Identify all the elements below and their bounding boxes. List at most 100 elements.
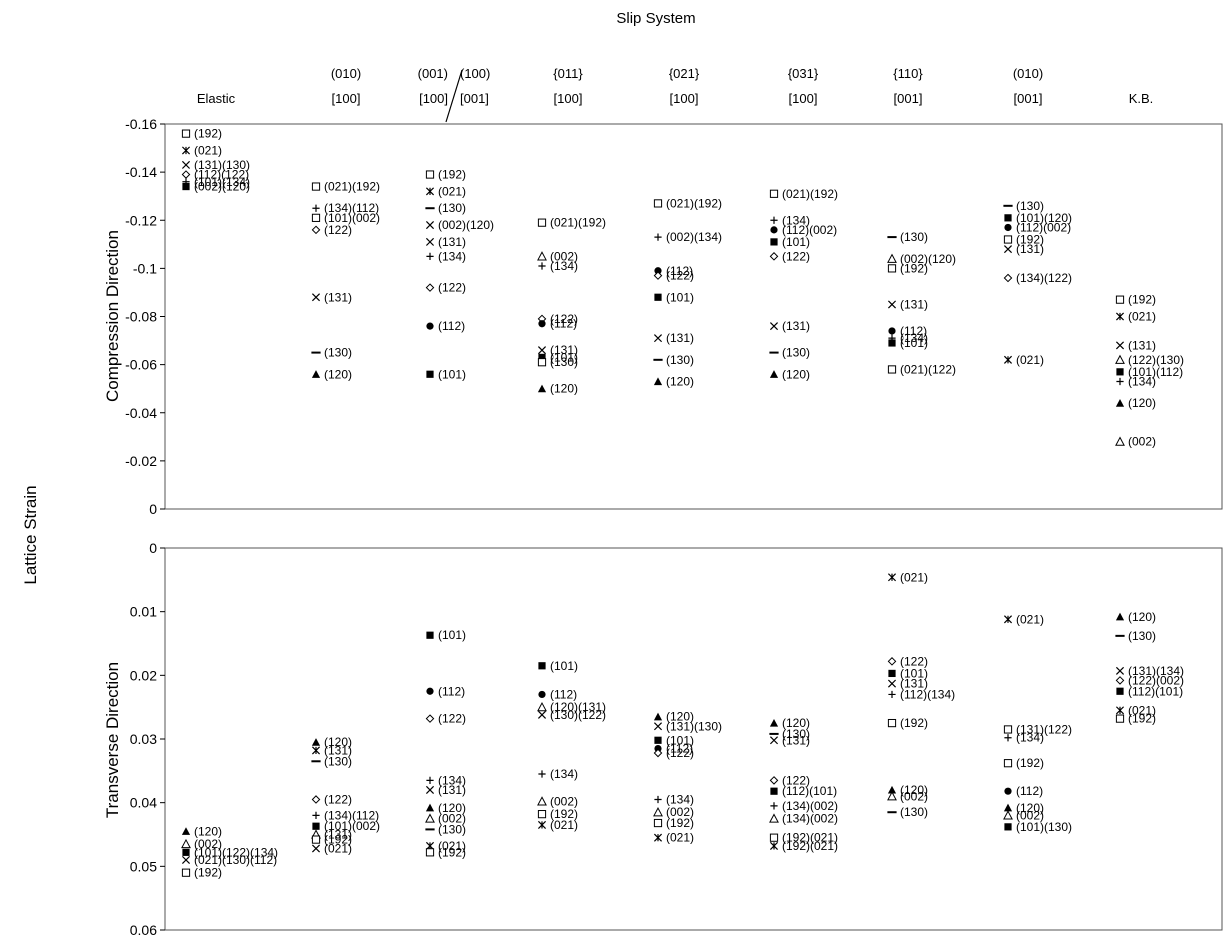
point-marker-triangle bbox=[1115, 612, 1125, 621]
point-label: (112) bbox=[666, 742, 693, 756]
point-marker-filledsquare bbox=[1004, 823, 1012, 831]
point-label: (002) bbox=[1128, 435, 1156, 449]
point-label: (130) bbox=[782, 727, 810, 741]
point-marker-x bbox=[311, 293, 321, 302]
point-label: (122) bbox=[666, 746, 694, 760]
point-marker-square bbox=[769, 189, 779, 198]
point-marker-square bbox=[1003, 725, 1013, 734]
point-marker-triangle bbox=[887, 785, 897, 794]
column-header-line2: [100] bbox=[554, 91, 583, 106]
point-label: (021)(192) bbox=[324, 180, 380, 194]
point-marker-filledsquare bbox=[1004, 214, 1012, 222]
point-label: (130) bbox=[324, 346, 352, 360]
y-axis-label: Lattice Strain bbox=[21, 485, 40, 584]
point-label: (122) bbox=[782, 249, 810, 263]
point-label: (134) bbox=[550, 259, 578, 273]
point-label: (134) bbox=[900, 331, 928, 345]
point-label: (101)(112) bbox=[1128, 365, 1183, 379]
point-label: (134)(122) bbox=[1016, 271, 1072, 285]
point-label: (120)(131) bbox=[550, 700, 606, 714]
point-marker-plus bbox=[312, 811, 320, 819]
point-label: (021) bbox=[550, 818, 578, 832]
point-marker-star bbox=[1003, 355, 1013, 364]
point-label: (131) bbox=[438, 235, 466, 249]
point-marker-plus bbox=[770, 802, 778, 810]
point-marker-filledsquare bbox=[770, 787, 778, 795]
point-label: (131) bbox=[782, 319, 810, 333]
point-marker-opentriangle bbox=[1115, 436, 1125, 446]
point-label: (101) bbox=[438, 628, 466, 642]
point-marker-diamond bbox=[181, 170, 191, 179]
point-marker-diamond bbox=[769, 776, 779, 785]
point-label: (130) bbox=[900, 805, 928, 819]
point-label: (002)(120) bbox=[194, 180, 250, 194]
point-label: (002) bbox=[438, 812, 466, 826]
point-label: (134) bbox=[438, 773, 466, 787]
point-marker-x bbox=[887, 679, 897, 688]
point-label: (192) bbox=[194, 866, 222, 880]
point-marker-diamond bbox=[887, 657, 897, 666]
point-label: (112) bbox=[666, 264, 693, 278]
point-label: (021)(130)(112) bbox=[194, 853, 277, 867]
point-label: (130) bbox=[324, 754, 352, 768]
panel-y-label: Transverse Direction bbox=[103, 662, 122, 818]
point-marker-star bbox=[1115, 312, 1125, 321]
point-label: (134)(112) bbox=[324, 201, 379, 215]
point-label: (122) bbox=[782, 773, 810, 787]
point-marker-x bbox=[769, 736, 779, 745]
point-marker-opentriangle bbox=[537, 796, 547, 806]
y-tick-label: 0 bbox=[149, 501, 157, 517]
point-marker-circle bbox=[654, 267, 662, 275]
column-header-line2: [100] bbox=[789, 91, 818, 106]
point-label: (131) bbox=[666, 331, 694, 345]
point-label: (192)(021) bbox=[782, 839, 838, 853]
point-marker-x bbox=[769, 322, 779, 331]
column-divider-slash bbox=[445, 69, 463, 123]
point-marker-square bbox=[311, 182, 321, 191]
point-label: (101)(122)(134) bbox=[194, 845, 278, 859]
point-label: (134)(112) bbox=[324, 808, 379, 822]
point-marker-circle bbox=[1004, 223, 1012, 232]
point-marker-diamond bbox=[311, 795, 321, 804]
point-marker-opentriangle bbox=[425, 813, 435, 823]
point-marker-circle bbox=[426, 322, 434, 330]
column-header-line2: Elastic bbox=[197, 91, 236, 106]
point-marker-square bbox=[425, 848, 435, 857]
point-label: (131) bbox=[550, 343, 578, 357]
point-label: (101)(002) bbox=[324, 211, 380, 225]
point-marker-x bbox=[653, 334, 663, 343]
point-marker-triangle bbox=[653, 712, 663, 721]
point-label: (122) bbox=[438, 281, 466, 295]
point-label: (021)(122) bbox=[900, 362, 956, 376]
point-marker-plus bbox=[654, 795, 662, 804]
point-marker-plus bbox=[312, 204, 320, 212]
column-header-line1: (100) bbox=[460, 66, 490, 81]
point-label: (192) bbox=[1128, 712, 1156, 726]
point-marker-plus bbox=[538, 770, 546, 778]
point-label: (002)(120) bbox=[900, 252, 956, 266]
point-marker-star bbox=[1003, 615, 1013, 624]
point-label: (131) bbox=[324, 828, 352, 842]
column-header-line2: [100] bbox=[419, 91, 448, 106]
point-label: (021) bbox=[438, 839, 466, 853]
point-marker-opentriangle bbox=[653, 807, 663, 817]
column-header-line2: [100] bbox=[670, 91, 699, 106]
point-marker-star bbox=[425, 187, 435, 196]
header-divider-slash bbox=[445, 69, 463, 123]
y-tick-label: -0.02 bbox=[125, 453, 157, 469]
y-tick-label: -0.08 bbox=[125, 309, 157, 325]
point-label: (192) bbox=[1128, 293, 1156, 307]
point-label: (021) bbox=[1128, 310, 1156, 324]
point-marker-x bbox=[537, 346, 547, 355]
point-label: (120) bbox=[324, 735, 352, 749]
point-marker-square bbox=[537, 218, 547, 227]
point-label: (021) bbox=[438, 184, 466, 198]
point-marker-square bbox=[181, 868, 191, 877]
column-header-line1: (010) bbox=[1013, 66, 1043, 81]
point-marker-circle bbox=[888, 327, 896, 335]
point-marker-opentriangle bbox=[537, 702, 547, 712]
point-marker-triangle bbox=[653, 377, 663, 386]
point-label: (192) bbox=[1016, 233, 1044, 247]
point-marker-star bbox=[311, 746, 321, 755]
point-marker-plus bbox=[426, 252, 434, 260]
